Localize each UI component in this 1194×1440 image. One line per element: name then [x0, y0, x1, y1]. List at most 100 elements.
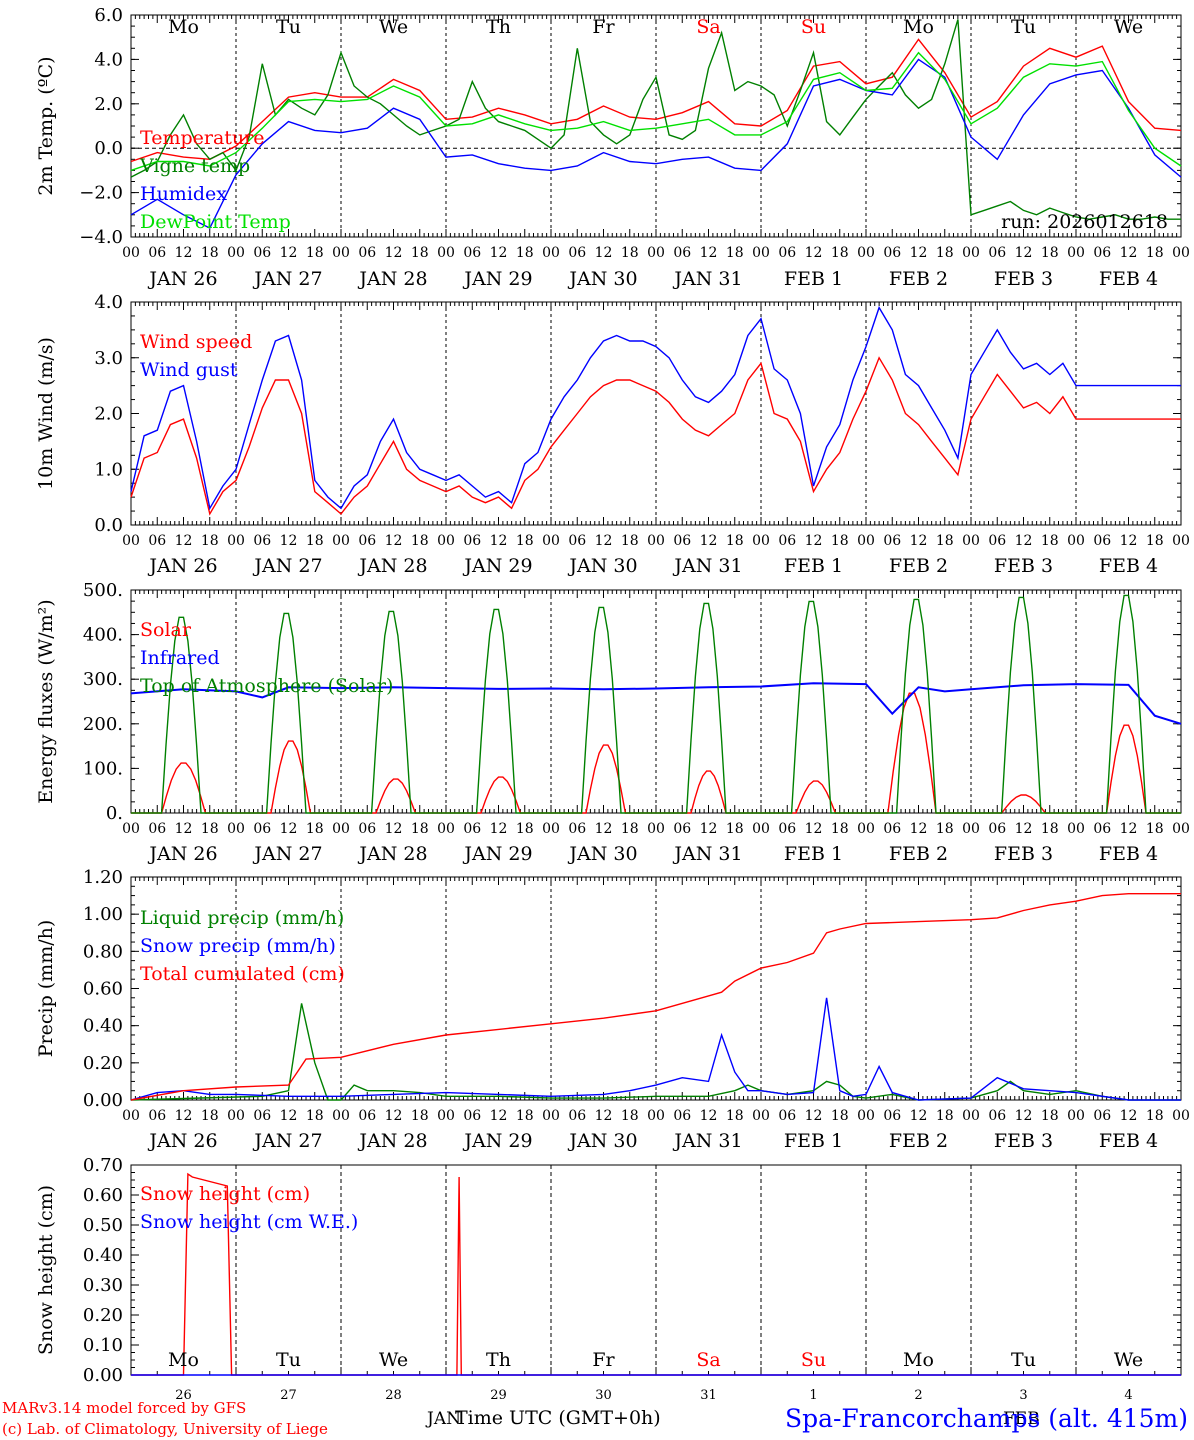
date-label: JAN 27 [252, 1130, 322, 1152]
date-label: FEB 1 [784, 555, 843, 577]
hour-tick-label: 00 [122, 1108, 140, 1124]
hour-tick-label: 12 [1015, 245, 1033, 261]
hour-tick-label: 18 [201, 821, 219, 837]
panel-2: 4.0 3.0 2.0 1.0 0.0 10m Wind (m/s) 00 06 12 18 00 0… [35, 292, 1190, 577]
y-tick-label: 0.00 [83, 1365, 123, 1386]
y-axis-label: 2m Temp. (ºC) [35, 56, 57, 195]
hour-tick-label: 00 [227, 821, 245, 837]
hour-tick-label: 18 [621, 533, 639, 549]
hour-tick-label: 06 [883, 821, 901, 837]
hour-tick-label: 06 [568, 821, 586, 837]
date-label: FEB 1 [784, 843, 843, 865]
hour-tick-label: 12 [595, 533, 613, 549]
hour-tick-label: 06 [148, 821, 166, 837]
hour-tick-label: 18 [1146, 245, 1164, 261]
month-label: FEB [1003, 1409, 1040, 1429]
hour-tick-label: 12 [1120, 533, 1138, 549]
hour-tick-label: 18 [201, 1108, 219, 1124]
date-label: FEB 2 [889, 268, 948, 290]
legend-entry: Wind gust [140, 359, 238, 381]
hour-tick-label: 06 [988, 821, 1006, 837]
hour-tick-label: 12 [490, 533, 508, 549]
hour-tick-label: 00 [437, 533, 455, 549]
hour-tick-label: 06 [778, 821, 796, 837]
hour-tick-label: 18 [1041, 245, 1059, 261]
y-tick-label: 0.40 [83, 1245, 123, 1266]
hour-tick-label: 18 [306, 821, 324, 837]
y-tick-label: 0.0 [94, 515, 123, 536]
series-line-liquid-precip-mm-h- [130, 1003, 1181, 1101]
legend-entry: Solar [140, 619, 192, 641]
date-label: FEB 1 [784, 268, 843, 290]
hour-tick-label: 00 [122, 245, 140, 261]
y-tick-label: 0.70 [83, 1155, 123, 1176]
y-tick-label: 0.10 [83, 1335, 123, 1356]
hour-tick-label: 06 [778, 533, 796, 549]
day-of-week-label: Fr [592, 16, 615, 38]
hour-tick-label: 00 [647, 1108, 665, 1124]
hour-tick-label: 12 [700, 821, 718, 837]
hour-tick-label: 18 [411, 1108, 429, 1124]
hour-tick-label: 18 [726, 245, 744, 261]
hour-tick-label: 18 [516, 533, 534, 549]
day-number-label: 2 [914, 1388, 922, 1403]
hour-tick-label: 06 [463, 533, 481, 549]
hour-tick-label: 06 [883, 245, 901, 261]
date-label: JAN 29 [462, 555, 532, 577]
hour-tick-label: 18 [411, 533, 429, 549]
legend-entry: Wind speed [140, 331, 252, 353]
hour-tick-label: 06 [463, 821, 481, 837]
legend-entry: DewPoint Temp [140, 211, 291, 233]
hour-tick-label: 06 [673, 821, 691, 837]
hour-tick-label: 12 [280, 245, 298, 261]
hour-tick-label: 06 [673, 1108, 691, 1124]
hour-tick-label: 12 [910, 533, 928, 549]
day-of-week-label: Tu [1011, 1349, 1036, 1371]
date-label: JAN 31 [672, 843, 742, 865]
hour-tick-label: 00 [647, 533, 665, 549]
y-tick-label: 0.20 [83, 1305, 123, 1326]
day-of-week-label: Fr [592, 1349, 615, 1371]
y-tick-label: 3.0 [94, 348, 123, 369]
hour-tick-label: 18 [621, 245, 639, 261]
hour-tick-label: 00 [962, 1108, 980, 1124]
date-label: JAN 29 [462, 843, 532, 865]
day-of-week-label: Sa [696, 16, 720, 38]
y-axis-label: Precip (mm/h) [35, 920, 57, 1058]
hour-tick-label: 18 [201, 245, 219, 261]
hour-tick-label: 18 [621, 821, 639, 837]
day-of-week-label: Mo [168, 1349, 199, 1371]
date-label: JAN 28 [357, 843, 427, 865]
series-line-snow-precip-mm-h- [130, 997, 1181, 1101]
time-axis-label: Time UTC (GMT+0h) [455, 1407, 661, 1429]
hour-tick-label: 18 [726, 1108, 744, 1124]
hour-tick-label: 12 [1015, 533, 1033, 549]
y-tick-label: 400. [83, 625, 123, 646]
hour-tick-label: 00 [227, 533, 245, 549]
date-label: JAN 26 [147, 1130, 217, 1152]
hour-tick-label: 00 [1172, 533, 1190, 549]
credit-line: MARv3.14 model forced by GFS [2, 1399, 246, 1417]
hour-tick-label: 18 [936, 1108, 954, 1124]
series-line-infrared [130, 682, 1182, 725]
day-number-label: 27 [280, 1388, 297, 1403]
date-label: JAN 26 [147, 268, 217, 290]
hour-tick-label: 00 [542, 1108, 560, 1124]
hour-tick-label: 00 [962, 533, 980, 549]
hour-tick-label: 18 [306, 1108, 324, 1124]
legend-entry: Snow height (cm W.E.) [140, 1211, 358, 1233]
series-line-dewpoint-temp [130, 51, 1182, 172]
date-label: FEB 2 [889, 1130, 948, 1152]
y-tick-label: 0.50 [83, 1215, 123, 1236]
y-tick-label: 2.0 [94, 94, 123, 115]
hour-tick-label: 06 [1093, 821, 1111, 837]
legend-entry: Snow height (cm) [140, 1183, 310, 1205]
hour-tick-label: 00 [752, 1108, 770, 1124]
hour-tick-label: 06 [988, 1108, 1006, 1124]
hour-tick-label: 00 [752, 245, 770, 261]
hour-tick-label: 06 [253, 821, 271, 837]
day-of-week-label: Sa [696, 1349, 720, 1371]
hour-tick-label: 06 [883, 1108, 901, 1124]
hour-tick-label: 06 [568, 533, 586, 549]
